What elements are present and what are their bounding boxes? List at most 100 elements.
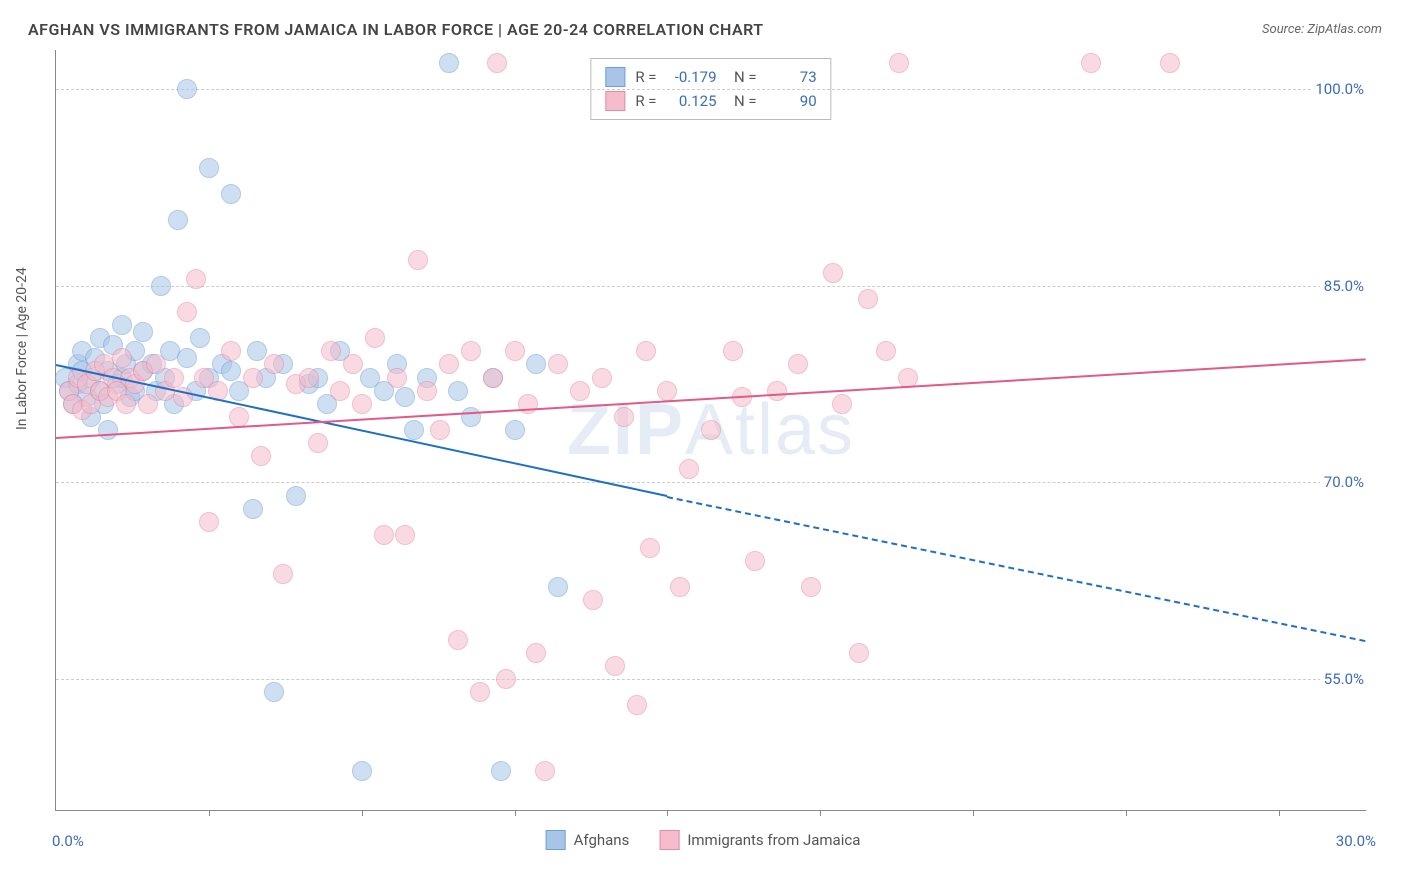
scatter-point [470,682,490,702]
scatter-point [164,368,184,388]
chart-plot-area: ZIPAtlas R =-0.179 N =73R =0.125 N =90 5… [55,50,1366,811]
scatter-point [365,328,385,348]
scatter-point [832,394,852,414]
scatter-point [505,420,525,440]
scatter-point [417,381,437,401]
legend-row: R = -0.179 N = 73 [605,65,816,89]
scatter-point [627,695,647,715]
scatter-point [221,341,241,361]
y-tick-label: 85.0% [1320,277,1368,295]
scatter-point [876,341,896,361]
scatter-point [461,407,481,427]
scatter-point [229,407,249,427]
scatter-point [439,354,459,374]
x-tick [820,810,821,816]
scatter-point [247,341,267,361]
scatter-point [788,354,808,374]
x-axis-min-label: 0.0% [52,832,84,850]
scatter-point [657,381,677,401]
legend-r-value: -0.179 [667,65,717,89]
scatter-point [177,348,197,368]
scatter-point [849,643,869,663]
scatter-point [592,368,612,388]
scatter-point [321,341,341,361]
scatter-point [273,564,293,584]
x-tick [362,810,363,816]
x-tick [973,810,974,816]
scatter-point [243,368,263,388]
scatter-point [430,420,450,440]
scatter-point [640,538,660,558]
scatter-point [404,420,424,440]
gridline [56,482,1366,483]
legend-r-label: R = [635,65,656,89]
scatter-point [858,289,878,309]
legend-r-label: R = [635,89,656,113]
scatter-point [496,669,516,689]
x-tick [515,810,516,816]
scatter-point [614,407,634,427]
x-tick [667,810,668,816]
scatter-point [701,420,721,440]
scatter-point [439,53,459,73]
scatter-point [146,354,166,374]
scatter-point [138,394,158,414]
scatter-point [264,682,284,702]
scatter-point [1160,53,1180,73]
scatter-point [461,341,481,361]
scatter-point [299,368,319,388]
gridline [56,679,1366,680]
scatter-point [745,551,765,571]
y-axis-title: In Labor Force | Age 20-24 [14,267,30,430]
scatter-point [767,381,787,401]
scatter-point [190,328,210,348]
series-legend: Afghans Immigrants from Jamaica [546,830,861,850]
scatter-point [408,250,428,270]
legend-n-value: 73 [767,65,817,89]
legend-n-value: 90 [767,89,817,113]
scatter-point [605,656,625,676]
legend-r-value: 0.125 [667,89,717,113]
legend-swatch [546,830,566,850]
scatter-point [670,577,690,597]
scatter-point [221,361,241,381]
legend-item: Afghans [546,830,630,850]
scatter-point [483,368,503,388]
gridline [56,286,1366,287]
scatter-point [570,381,590,401]
scatter-point [352,394,372,414]
scatter-point [548,577,568,597]
scatter-point [583,590,603,610]
scatter-point [221,184,241,204]
scatter-point [535,761,555,781]
scatter-point [387,368,407,388]
scatter-point [636,341,656,361]
legend-n-label: N = [727,65,757,89]
legend-n-label: N = [727,89,757,113]
scatter-point [264,354,284,374]
scatter-point [151,276,171,296]
x-tick [1279,810,1280,816]
scatter-point [526,643,546,663]
chart-title: AFGHAN VS IMMIGRANTS FROM JAMAICA IN LAB… [28,20,764,39]
legend-swatch [605,67,625,87]
y-tick-label: 55.0% [1320,670,1368,688]
scatter-point [199,158,219,178]
scatter-point [186,269,206,289]
scatter-point [374,525,394,545]
scatter-point [823,263,843,283]
scatter-point [112,348,132,368]
scatter-point [308,433,328,453]
scatter-point [112,315,132,335]
scatter-point [330,381,350,401]
scatter-point [133,322,153,342]
scatter-point [116,394,136,414]
scatter-point [98,420,118,440]
scatter-point [177,79,197,99]
scatter-point [177,302,197,322]
scatter-point [395,525,415,545]
legend-item: Immigrants from Jamaica [659,830,860,850]
x-tick [209,810,210,816]
gridline [56,89,1366,90]
scatter-point [448,381,468,401]
